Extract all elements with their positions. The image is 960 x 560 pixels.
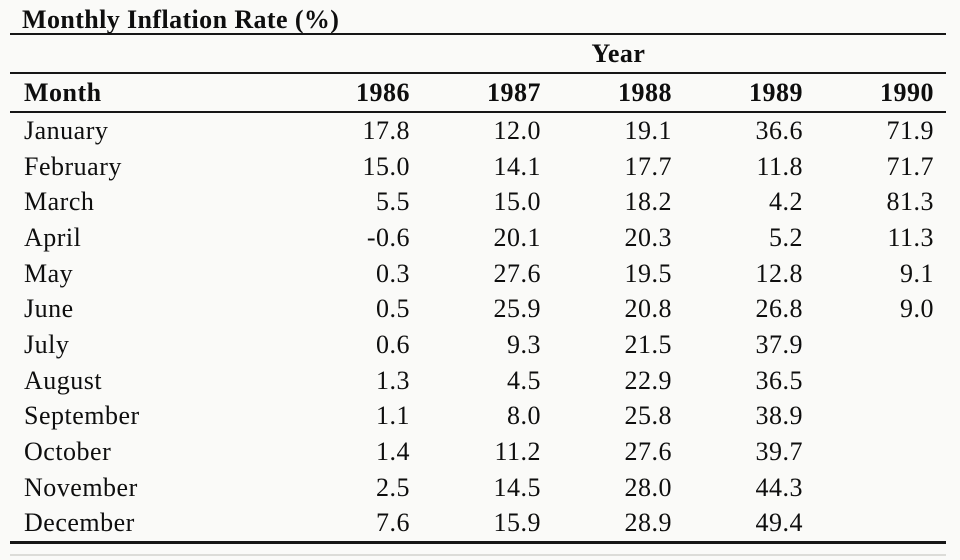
- month-cell: January: [24, 115, 109, 145]
- month-cell: November: [24, 472, 138, 502]
- value-cell: 14.5: [493, 472, 541, 502]
- column-header-1987: 1987: [422, 73, 553, 113]
- value-cell: 8.0: [507, 401, 541, 431]
- value-cell: [815, 434, 946, 470]
- month-cell: December: [24, 508, 135, 538]
- value-cell: 36.5: [755, 365, 803, 395]
- inflation-table: Year Month 1986 1987 1988 1989 1990 Janu…: [10, 35, 946, 545]
- month-cell: June: [24, 294, 74, 324]
- value-cell: 9.1: [900, 258, 934, 288]
- value-cell: 2.5: [376, 472, 410, 502]
- value-cell: 1.1: [376, 401, 410, 431]
- value-cell: 15.9: [493, 508, 541, 538]
- value-cell: 9.3: [507, 329, 541, 359]
- value-cell: 19.5: [624, 258, 672, 288]
- value-cell: 4.5: [507, 365, 541, 395]
- month-cell: July: [24, 329, 70, 359]
- value-cell: 37.9: [755, 329, 803, 359]
- table-row: June 0.5 25.9 20.8 26.8 9.0: [10, 291, 946, 327]
- value-cell: 15.0: [493, 187, 541, 217]
- table-row: January 17.8 12.0 19.1 36.6 71.9: [10, 112, 946, 149]
- value-cell: 5.2: [769, 222, 803, 252]
- value-cell: 27.6: [493, 258, 541, 288]
- value-cell: 28.9: [624, 508, 672, 538]
- column-header-month: Month: [10, 73, 291, 113]
- value-cell: 28.0: [624, 472, 672, 502]
- value-cell: 21.5: [624, 329, 672, 359]
- value-cell: 81.3: [886, 187, 934, 217]
- table-row: February 15.0 14.1 17.7 11.8 71.7: [10, 149, 946, 185]
- value-cell: 9.0: [900, 294, 934, 324]
- value-cell: 49.4: [755, 508, 803, 538]
- table-row: May 0.3 27.6 19.5 12.8 9.1: [10, 256, 946, 292]
- value-cell: 1.3: [376, 365, 410, 395]
- value-cell: 17.7: [624, 151, 672, 181]
- value-cell: 20.3: [624, 222, 672, 252]
- value-cell: 11.8: [756, 151, 803, 181]
- value-cell: 0.3: [376, 258, 410, 288]
- year-span-row: Year: [10, 35, 946, 74]
- value-cell: [815, 363, 946, 399]
- month-cell: September: [24, 401, 140, 431]
- value-cell: 11.3: [887, 222, 934, 252]
- value-cell: 71.9: [886, 115, 934, 145]
- table-row: March 5.5 15.0 18.2 4.2 81.3: [10, 184, 946, 220]
- column-header-1989: 1989: [684, 73, 815, 113]
- value-cell: 12.8: [755, 258, 803, 288]
- value-cell: 36.6: [755, 115, 803, 145]
- value-cell: 38.9: [755, 401, 803, 431]
- table-row: July 0.6 9.3 21.5 37.9: [10, 327, 946, 363]
- value-cell: 0.5: [376, 294, 410, 324]
- value-cell: 17.8: [362, 115, 410, 145]
- value-cell: 25.8: [624, 401, 672, 431]
- month-cell: April: [24, 222, 82, 252]
- value-cell: 11.2: [494, 437, 541, 467]
- table-row: November 2.5 14.5 28.0 44.3: [10, 470, 946, 506]
- value-cell: [815, 327, 946, 363]
- value-cell: 39.7: [755, 437, 803, 467]
- column-header-1988: 1988: [553, 73, 684, 113]
- column-header-1990: 1990: [815, 73, 946, 113]
- value-cell: 26.8: [755, 294, 803, 324]
- value-cell: 22.9: [624, 365, 672, 395]
- value-cell: 71.7: [886, 151, 934, 181]
- value-cell: -0.6: [366, 222, 410, 252]
- month-cell: August: [24, 365, 103, 395]
- table-row: October 1.4 11.2 27.6 39.7: [10, 434, 946, 470]
- table-row: September 1.1 8.0 25.8 38.9: [10, 399, 946, 435]
- value-cell: 20.8: [624, 294, 672, 324]
- value-cell: 27.6: [624, 437, 672, 467]
- value-cell: [815, 506, 946, 543]
- value-cell: 7.6: [376, 508, 410, 538]
- value-cell: 5.5: [376, 187, 410, 217]
- column-header-row: Month 1986 1987 1988 1989 1990: [10, 73, 946, 113]
- table-row: April -0.6 20.1 20.3 5.2 11.3: [10, 220, 946, 256]
- value-cell: 44.3: [755, 472, 803, 502]
- value-cell: 18.2: [624, 187, 672, 217]
- month-cell: March: [24, 187, 95, 217]
- table-row: August 1.3 4.5 22.9 36.5: [10, 363, 946, 399]
- value-cell: [815, 470, 946, 506]
- year-span-spacer: [10, 35, 291, 74]
- value-cell: 14.1: [493, 151, 541, 181]
- year-span-header: Year: [291, 35, 946, 74]
- table-body: January 17.8 12.0 19.1 36.6 71.9 February 15.0 1…: [10, 112, 946, 543]
- value-cell: 12.0: [493, 115, 541, 145]
- value-cell: 20.1: [493, 222, 541, 252]
- value-cell: 1.4: [376, 437, 410, 467]
- value-cell: 15.0: [362, 151, 410, 181]
- month-cell: February: [24, 151, 122, 181]
- value-cell: 0.6: [376, 329, 410, 359]
- column-header-1986: 1986: [291, 73, 422, 113]
- value-cell: [815, 399, 946, 435]
- month-cell: May: [24, 258, 74, 288]
- value-cell: 25.9: [493, 294, 541, 324]
- table-row: December 7.6 15.9 28.9 49.4: [10, 506, 946, 543]
- table-title: Monthly Inflation Rate (%): [10, 0, 946, 35]
- value-cell: 4.2: [769, 187, 803, 217]
- value-cell: 19.1: [624, 115, 672, 145]
- bottom-edge-rule: [10, 554, 946, 557]
- month-cell: October: [24, 437, 112, 467]
